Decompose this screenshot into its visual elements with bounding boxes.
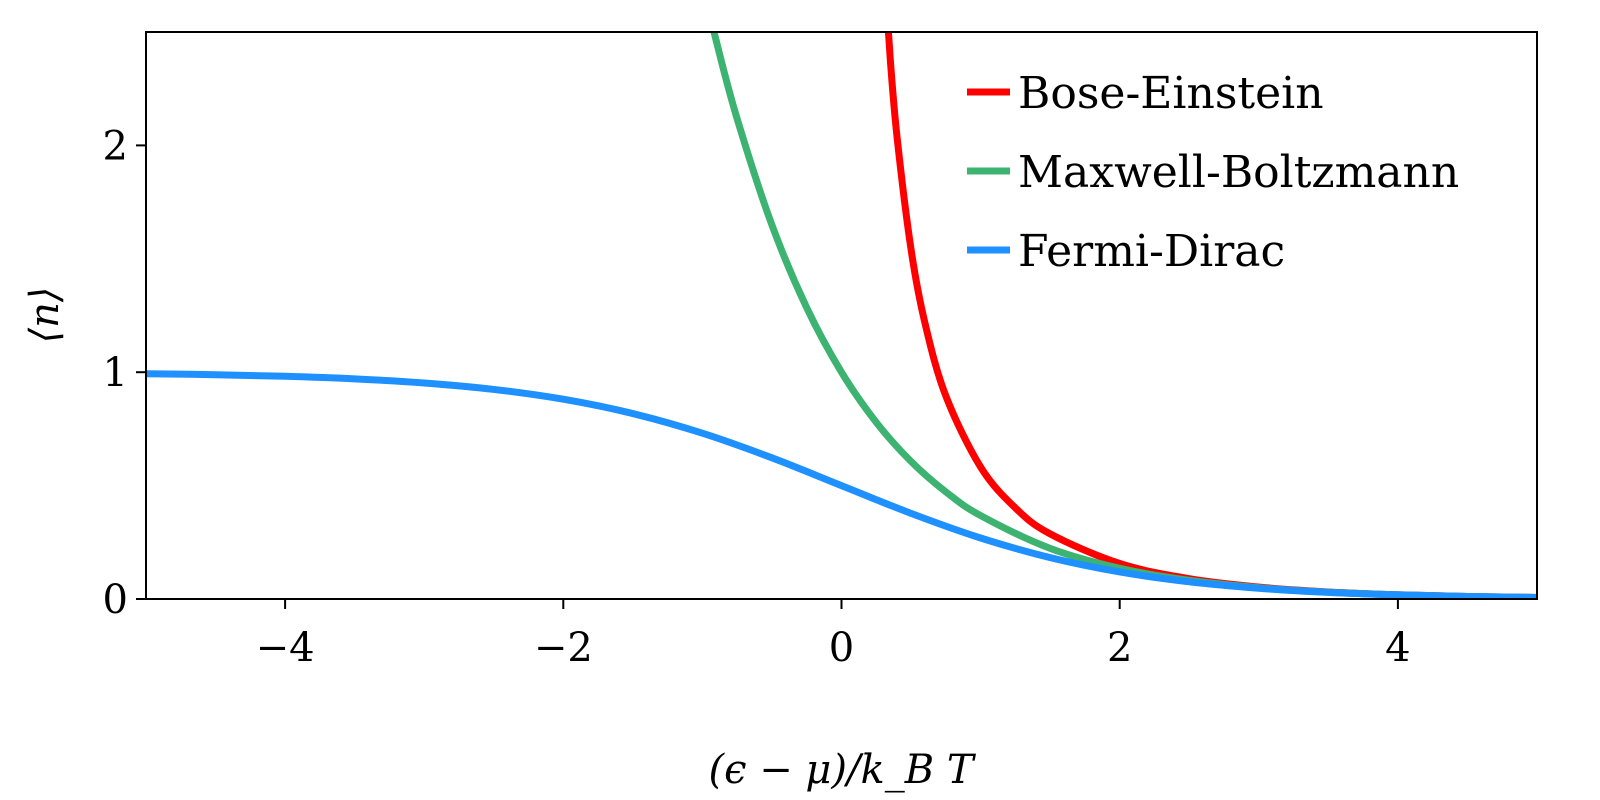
plot-curves — [146, 32, 1537, 599]
legend-label: Maxwell-Boltzmann — [1018, 147, 1459, 198]
y-tick-label: 2 — [103, 123, 128, 169]
plot-frame — [145, 31, 1538, 600]
x-axis: −4 −2 0 2 4 — [256, 599, 1411, 671]
legend-label: Fermi-Dirac — [1018, 226, 1285, 277]
legend-label: Bose-Einstein — [1018, 68, 1324, 119]
x-tick-label: −2 — [534, 625, 593, 671]
x-tick-label: 0 — [829, 625, 854, 671]
y-axis: 0 1 2 — [103, 123, 146, 623]
x-axis-label: (ϵ − μ)/k_B T — [708, 747, 976, 793]
y-tick-label: 0 — [103, 577, 128, 623]
x-tick-label: 4 — [1385, 625, 1410, 671]
series-line-fermi-dirac — [146, 370, 1537, 599]
legend: Bose-Einstein Maxwell-Boltzmann Fermi-Dira… — [967, 68, 1459, 277]
y-axis-label: ⟨n⟩ — [22, 287, 68, 344]
x-tick-label: 2 — [1107, 625, 1132, 671]
y-tick-label: 1 — [103, 350, 128, 396]
x-tick-label: −4 — [256, 625, 315, 671]
